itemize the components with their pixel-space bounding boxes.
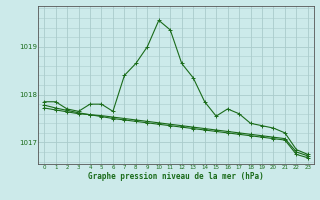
X-axis label: Graphe pression niveau de la mer (hPa): Graphe pression niveau de la mer (hPa) xyxy=(88,172,264,181)
